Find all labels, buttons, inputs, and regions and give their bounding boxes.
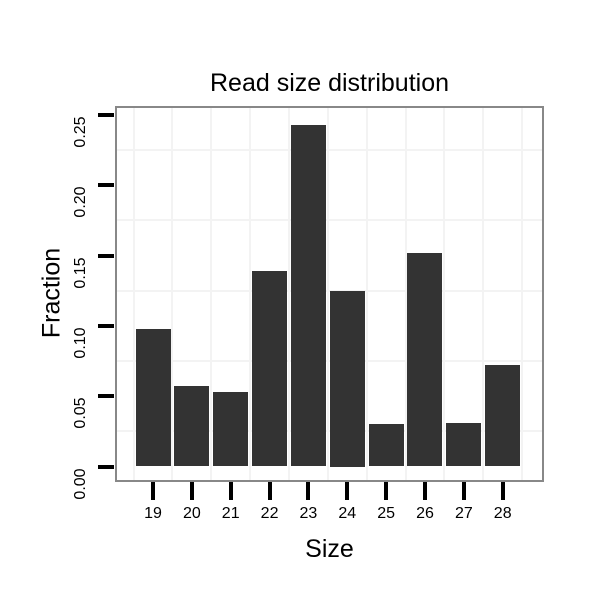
x-axis-tick <box>461 482 466 500</box>
x-axis-tick-label: 22 <box>260 505 279 522</box>
x-axis-tick-label: 20 <box>182 505 201 522</box>
x-axis-tick-label: 27 <box>454 505 473 522</box>
y-axis-tick-label: 0.00 <box>72 467 89 500</box>
x-axis-tick <box>384 482 389 500</box>
bar-size-19 <box>135 328 171 467</box>
y-axis-tick-label: 0.15 <box>72 257 89 289</box>
bar-size-26 <box>407 252 443 467</box>
minor-gridline-vertical <box>210 108 213 480</box>
y-axis-tick-label: 0.10 <box>72 327 89 359</box>
y-axis-label: Fraction <box>37 247 66 339</box>
bar-size-23 <box>290 124 326 467</box>
chart-title: Read size distribution <box>209 69 449 97</box>
y-axis-tick <box>98 323 114 328</box>
minor-gridline-vertical <box>249 108 252 480</box>
minor-gridline-horizontal <box>117 219 542 222</box>
x-axis-tick-label: 19 <box>144 505 162 522</box>
x-axis-tick <box>306 482 311 500</box>
x-axis-tick-label: 21 <box>221 505 240 522</box>
y-axis-tick-label: 0.25 <box>72 116 89 148</box>
x-axis-tick <box>345 482 350 500</box>
x-axis-tick <box>500 482 505 500</box>
minor-gridline-vertical <box>443 108 446 480</box>
minor-gridline-vertical <box>521 108 524 480</box>
y-axis-tick <box>98 253 114 258</box>
bar-size-27 <box>446 422 482 467</box>
x-axis-tick-label: 26 <box>416 505 434 522</box>
x-axis-tick-label: 23 <box>299 505 318 522</box>
bar-size-20 <box>174 386 210 467</box>
x-axis-tick <box>267 482 272 500</box>
minor-gridline-vertical <box>482 108 485 480</box>
minor-gridline-horizontal <box>117 149 542 152</box>
y-axis-tick-label: 0.20 <box>72 186 89 218</box>
minor-gridline-vertical <box>365 108 368 480</box>
y-axis-tick-label: 0.05 <box>72 397 89 429</box>
y-axis-tick <box>98 394 114 399</box>
plot-panel <box>115 106 544 482</box>
x-axis-tick-label: 28 <box>493 505 512 522</box>
minor-gridline-vertical <box>132 108 135 480</box>
bar-size-24 <box>329 290 365 467</box>
y-axis-tick <box>98 464 114 469</box>
minor-gridline-horizontal <box>117 289 542 292</box>
x-axis-tick <box>228 482 233 500</box>
minor-gridline-vertical <box>404 108 407 480</box>
y-axis-tick <box>98 113 114 117</box>
minor-gridline-horizontal <box>117 360 542 363</box>
x-axis-tick <box>189 482 194 500</box>
x-axis-tick-label: 25 <box>377 505 396 522</box>
bar-size-21 <box>213 391 249 467</box>
minor-gridline-vertical <box>171 108 174 480</box>
y-axis-tick <box>98 183 114 188</box>
bar-size-25 <box>368 424 404 467</box>
x-axis-tick-label: 24 <box>338 505 357 522</box>
minor-gridline-horizontal <box>117 430 542 433</box>
x-axis-tick <box>422 482 427 500</box>
minor-gridline-vertical <box>326 108 329 480</box>
bar-size-22 <box>252 271 288 467</box>
minor-gridline-vertical <box>287 108 290 480</box>
bar-size-28 <box>485 365 521 467</box>
x-axis-tick <box>151 482 155 500</box>
x-axis-label: Size <box>305 535 354 563</box>
